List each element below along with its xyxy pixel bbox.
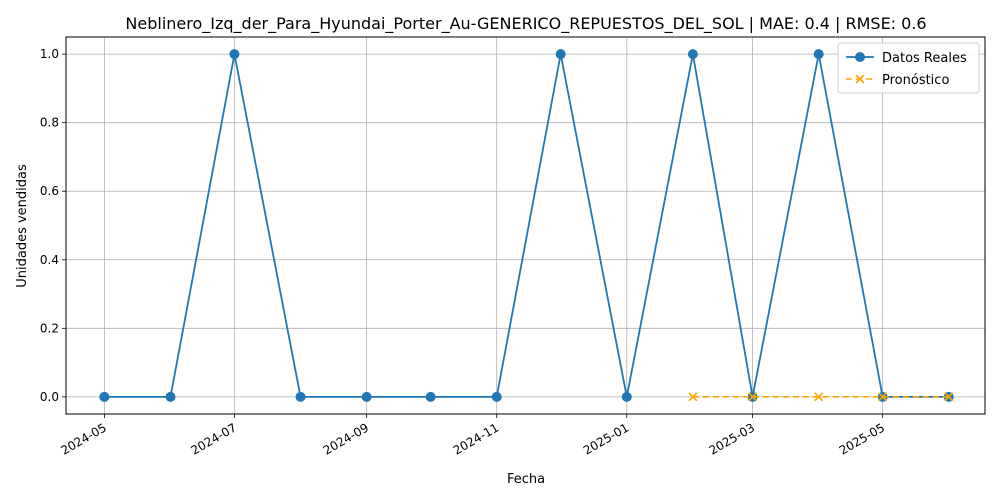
y-tick-label: 1.0: [40, 47, 59, 61]
y-tick-label: 0.8: [40, 116, 59, 130]
actual-point: [813, 49, 824, 60]
x-tick-label: 2024-09: [321, 420, 371, 457]
x-tick-label: 2025-03: [707, 420, 757, 457]
legend-marker-actual: [855, 52, 865, 62]
plot-frame: [65, 36, 986, 415]
actual-point: [99, 391, 110, 402]
actual-point: [361, 391, 372, 402]
actual-series: [99, 49, 954, 402]
actual-point: [555, 49, 566, 60]
x-marker-stroke: [814, 392, 824, 402]
legend-marker-forecast: [855, 74, 865, 84]
actual-point: [295, 391, 306, 402]
x-tick-label: 2024-11: [451, 420, 501, 457]
forecast-point: [944, 392, 954, 402]
forecast-point: [878, 392, 888, 402]
x-tick-label: 2025-01: [581, 420, 631, 457]
x-marker-stroke: [878, 392, 888, 402]
series-layer: [99, 49, 954, 402]
actual-point: [687, 49, 698, 60]
x-tick-label: 2025-05: [837, 420, 887, 457]
forecast-point: [814, 392, 824, 402]
actual-line: [104, 53, 949, 398]
legend-box: [837, 42, 980, 94]
actual-point: [621, 391, 632, 402]
x-marker-stroke: [688, 392, 698, 402]
legend-entry-actual: Datos Reales: [846, 51, 967, 66]
actual-point: [425, 391, 436, 402]
y-tick-label: 0.0: [40, 390, 59, 404]
x-tick-label: 2024-07: [189, 420, 239, 457]
actual-point: [491, 391, 502, 402]
y-tick-label: 0.2: [40, 321, 59, 335]
actual-point: [229, 49, 240, 60]
y-tick-label: 0.4: [40, 253, 59, 267]
forecast-point: [748, 392, 758, 402]
x-axis-label: Fecha: [507, 472, 545, 487]
grid: [66, 37, 985, 414]
x-marker-stroke: [855, 74, 865, 84]
x-marker-stroke: [748, 392, 758, 402]
x-marker-stroke: [944, 392, 954, 402]
legend-label-forecast: Pronóstico: [882, 73, 949, 88]
forecast-point: [688, 392, 698, 402]
legend-entry-forecast: Pronóstico: [846, 73, 949, 88]
y-tick-label: 0.6: [40, 184, 59, 198]
forecast-series: [688, 392, 954, 402]
y-axis-label: Unidades vendidas: [15, 164, 30, 288]
legend-label-actual: Datos Reales: [882, 51, 967, 66]
x-tick-label: 2024-05: [58, 420, 108, 457]
actual-point: [165, 391, 176, 402]
chart-title: Neblinero_Izq_der_Para_Hyundai_Porter_Au…: [125, 14, 926, 34]
legend: Datos Reales Pronóstico: [837, 42, 980, 94]
